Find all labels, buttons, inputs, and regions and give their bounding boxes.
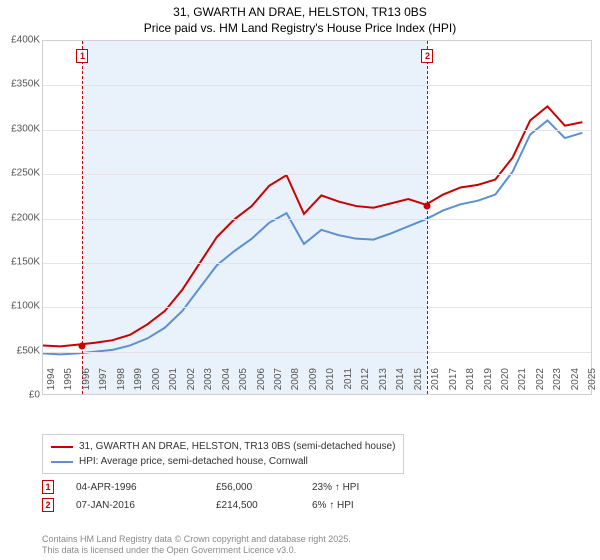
x-tick-label: 1996 bbox=[81, 368, 92, 398]
y-tick-label: £50K bbox=[0, 345, 40, 356]
x-tick-label: 2011 bbox=[343, 368, 354, 398]
sale-vline bbox=[82, 41, 83, 394]
sale-marker-dot bbox=[79, 343, 86, 350]
chart-title: 31, GWARTH AN DRAE, HELSTON, TR13 0BS Pr… bbox=[0, 0, 600, 36]
x-tick-label: 1997 bbox=[98, 368, 109, 398]
x-tick-label: 2010 bbox=[325, 368, 336, 398]
x-tick-label: 2004 bbox=[221, 368, 232, 398]
sale-marker-label: 2 bbox=[421, 49, 433, 63]
x-tick-label: 2003 bbox=[203, 368, 214, 398]
sales-row-date: 07-JAN-2016 bbox=[76, 500, 216, 511]
x-tick-label: 2007 bbox=[273, 368, 284, 398]
x-tick-label: 2006 bbox=[256, 368, 267, 398]
chart-area: 12 £0£50K£100K£150K£200K£250K£300K£350K£… bbox=[0, 40, 600, 430]
gridline-h bbox=[43, 263, 591, 264]
gridline-h bbox=[43, 352, 591, 353]
legend-item: 31, GWARTH AN DRAE, HELSTON, TR13 0BS (s… bbox=[51, 439, 395, 454]
x-tick-label: 2023 bbox=[552, 368, 563, 398]
sales-row-price: £56,000 bbox=[216, 482, 312, 493]
footer-line-2: This data is licensed under the Open Gov… bbox=[42, 545, 351, 556]
sales-row: 2 07-JAN-2016£214,5006% ↑ HPI bbox=[42, 496, 432, 514]
x-tick-label: 2025 bbox=[587, 368, 598, 398]
sales-row-date: 04-APR-1996 bbox=[76, 482, 216, 493]
x-tick-label: 1998 bbox=[116, 368, 127, 398]
sales-row-pct: 23% ↑ HPI bbox=[312, 482, 432, 493]
x-tick-label: 2022 bbox=[535, 368, 546, 398]
x-tick-label: 2020 bbox=[500, 368, 511, 398]
plot-region: 12 bbox=[42, 40, 592, 395]
legend-swatch bbox=[51, 446, 73, 448]
x-tick-label: 2002 bbox=[186, 368, 197, 398]
series-line-hpi bbox=[43, 120, 582, 354]
sale-marker-label: 1 bbox=[76, 49, 88, 63]
x-tick-label: 2013 bbox=[378, 368, 389, 398]
y-tick-label: £350K bbox=[0, 79, 40, 90]
legend-swatch bbox=[51, 461, 73, 463]
x-tick-label: 2012 bbox=[360, 368, 371, 398]
gridline-h bbox=[43, 307, 591, 308]
y-tick-label: £100K bbox=[0, 301, 40, 312]
attribution-footer: Contains HM Land Registry data © Crown c… bbox=[42, 534, 351, 557]
gridline-h bbox=[43, 85, 591, 86]
x-tick-label: 2001 bbox=[168, 368, 179, 398]
x-tick-label: 2018 bbox=[465, 368, 476, 398]
x-tick-label: 2021 bbox=[517, 368, 528, 398]
gridline-h bbox=[43, 130, 591, 131]
sales-row-marker: 1 bbox=[42, 480, 54, 494]
sales-table: 1 04-APR-1996£56,00023% ↑ HPI 2 07-JAN-2016… bbox=[42, 478, 432, 514]
x-tick-label: 1999 bbox=[133, 368, 144, 398]
y-tick-label: £150K bbox=[0, 256, 40, 267]
x-tick-label: 2009 bbox=[308, 368, 319, 398]
legend-item: HPI: Average price, semi-detached house,… bbox=[51, 454, 395, 469]
sales-row-price: £214,500 bbox=[216, 500, 312, 511]
y-tick-label: £300K bbox=[0, 123, 40, 134]
sale-vline bbox=[427, 41, 428, 394]
x-tick-label: 2005 bbox=[238, 368, 249, 398]
sale-marker-dot bbox=[424, 202, 431, 209]
y-tick-label: £0 bbox=[0, 390, 40, 401]
x-tick-label: 2014 bbox=[395, 368, 406, 398]
x-tick-label: 2017 bbox=[448, 368, 459, 398]
y-tick-label: £200K bbox=[0, 212, 40, 223]
x-tick-label: 2024 bbox=[570, 368, 581, 398]
x-tick-label: 1995 bbox=[63, 368, 74, 398]
x-tick-label: 2000 bbox=[151, 368, 162, 398]
legend-label: 31, GWARTH AN DRAE, HELSTON, TR13 0BS (s… bbox=[79, 439, 395, 454]
x-tick-label: 2015 bbox=[413, 368, 424, 398]
y-tick-label: £400K bbox=[0, 35, 40, 46]
x-tick-label: 2016 bbox=[430, 368, 441, 398]
legend-label: HPI: Average price, semi-detached house,… bbox=[79, 454, 308, 469]
sales-row: 1 04-APR-1996£56,00023% ↑ HPI bbox=[42, 478, 432, 496]
footer-line-1: Contains HM Land Registry data © Crown c… bbox=[42, 534, 351, 545]
legend-box: 31, GWARTH AN DRAE, HELSTON, TR13 0BS (s… bbox=[42, 434, 404, 474]
gridline-h bbox=[43, 219, 591, 220]
x-tick-label: 2008 bbox=[290, 368, 301, 398]
series-line-price_paid bbox=[43, 106, 582, 346]
x-tick-label: 2019 bbox=[483, 368, 494, 398]
x-tick-label: 1994 bbox=[46, 368, 57, 398]
sales-row-pct: 6% ↑ HPI bbox=[312, 500, 432, 511]
sales-row-marker: 2 bbox=[42, 498, 54, 512]
title-line-2: Price paid vs. HM Land Registry's House … bbox=[0, 20, 600, 36]
line-series-svg bbox=[43, 41, 591, 394]
y-tick-label: £250K bbox=[0, 168, 40, 179]
gridline-h bbox=[43, 174, 591, 175]
title-line-1: 31, GWARTH AN DRAE, HELSTON, TR13 0BS bbox=[0, 4, 600, 20]
